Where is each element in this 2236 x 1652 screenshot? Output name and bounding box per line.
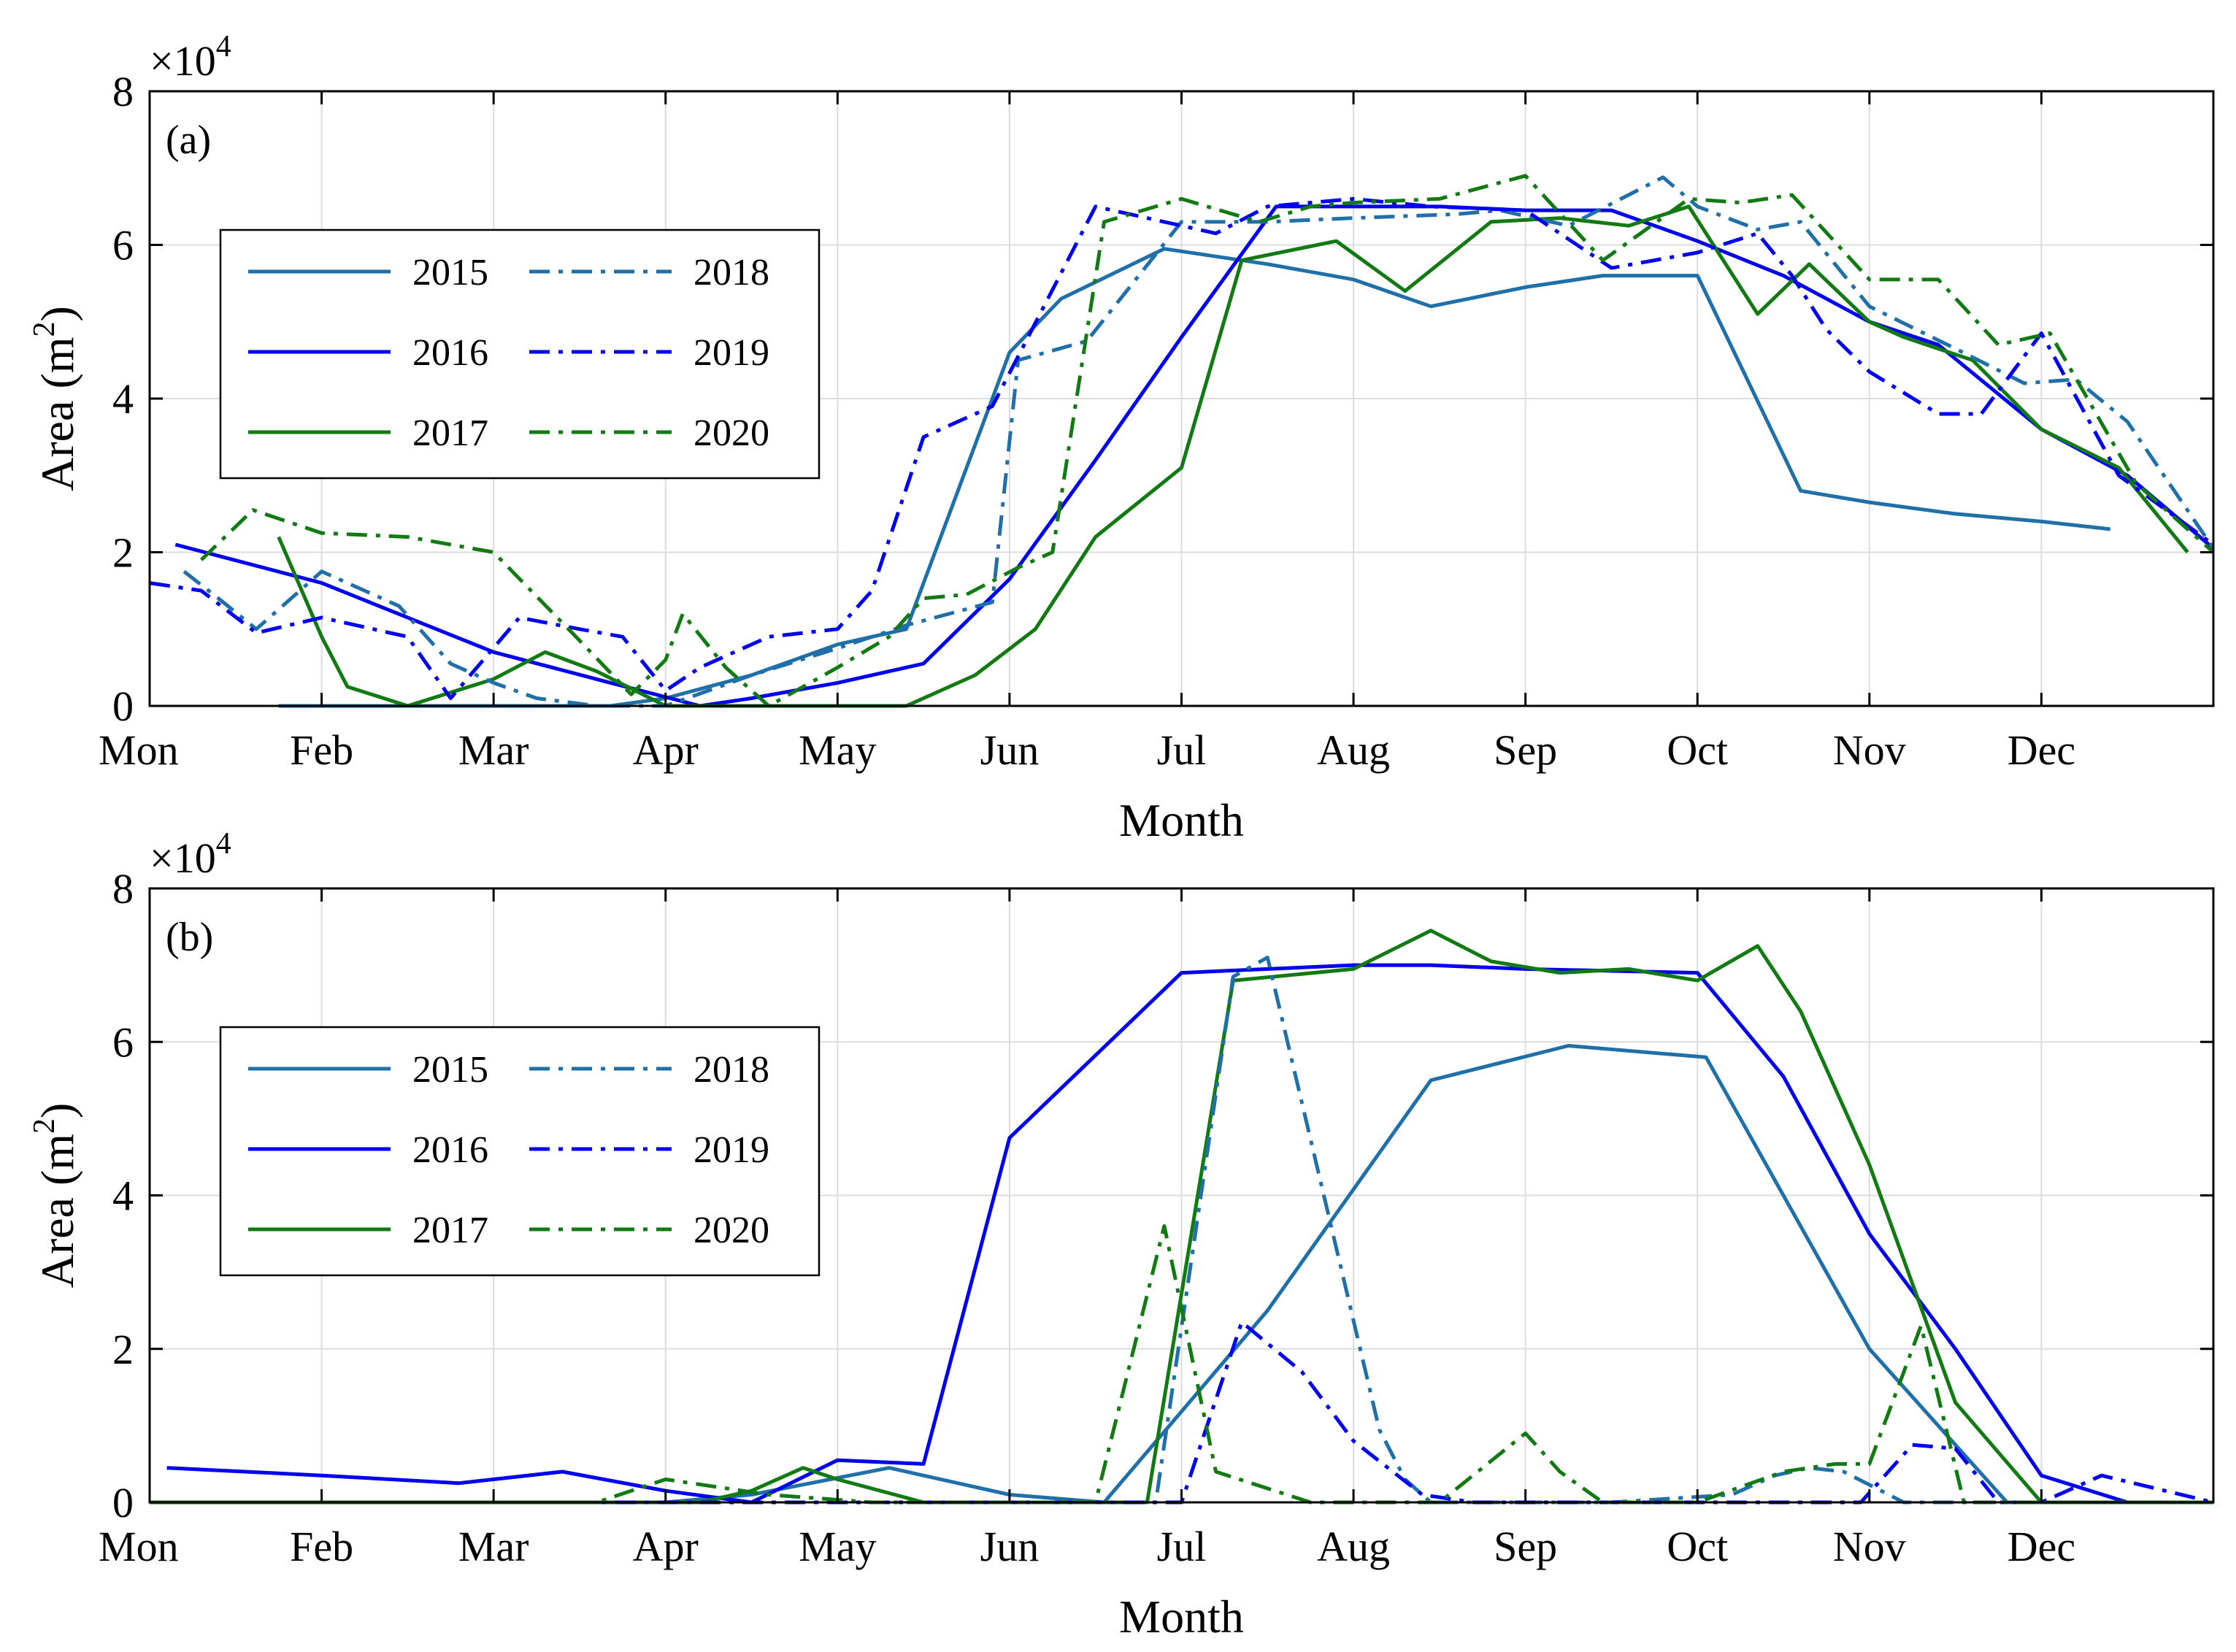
legend-label-2018: 2018 xyxy=(694,252,769,293)
y-tick-label: 8 xyxy=(112,865,134,913)
y-exponent-power: 4 xyxy=(216,827,231,861)
legend-label-2016: 2016 xyxy=(412,1129,488,1171)
x-tick-label: Mar xyxy=(458,726,529,774)
ticks: Mon Feb Mar Apr May Jun Jul Aug Sep Oct Nov Dec 0 2 4 6… xyxy=(99,68,2213,774)
x-tick-label: Dec xyxy=(2008,1523,2075,1570)
legend-label-2020: 2020 xyxy=(694,412,769,454)
x-tick-label: Jul xyxy=(1157,726,1207,774)
panel-label: (a) xyxy=(166,118,211,163)
x-tick-label: Aug xyxy=(1317,726,1390,774)
x-tick-label: Nov xyxy=(1833,1523,1906,1570)
chart-panel-a: Mon Feb Mar Apr May Jun Jul Aug Sep Oct Nov Dec 0 2 4 6… xyxy=(28,30,2216,846)
y-exponent-label: ×104 xyxy=(150,827,231,882)
x-tick-label: May xyxy=(799,726,876,774)
y-axis-title: Area (m2) xyxy=(28,1103,83,1288)
x-tick-label: Oct xyxy=(1667,726,1728,774)
x-tick-label: Mon xyxy=(99,1523,179,1570)
legend-label-2016: 2016 xyxy=(412,332,488,374)
x-tick-label: Mon xyxy=(99,726,179,774)
x-tick-label: Sep xyxy=(1494,1523,1557,1570)
legend-label-2015: 2015 xyxy=(412,1049,488,1091)
series-line-2017-solid xyxy=(150,929,2213,1505)
legend-label-2015: 2015 xyxy=(412,252,488,293)
panel-label: (b) xyxy=(166,915,213,960)
series-lines xyxy=(149,174,2216,708)
x-tick-label: Aug xyxy=(1317,1523,1390,1570)
series-line-2016-solid xyxy=(174,204,2215,708)
series-line-2018-dashdot xyxy=(183,175,2216,708)
y-tick-label: 4 xyxy=(112,1172,134,1220)
x-tick-label: Nov xyxy=(1833,726,1906,774)
series-line-2016-solid xyxy=(166,963,2213,1505)
legend-label-2018: 2018 xyxy=(694,1049,769,1091)
x-tick-label: Dec xyxy=(2008,726,2075,774)
y-axis-title-end: ) xyxy=(31,1103,83,1118)
y-exponent-power: 4 xyxy=(216,30,231,64)
x-tick-label: Feb xyxy=(290,726,353,774)
x-tick-label: Sep xyxy=(1494,726,1557,774)
x-tick-label: Jun xyxy=(980,726,1040,774)
series-line-2015-solid xyxy=(150,1044,2213,1505)
y-axis-title-sup: 2 xyxy=(28,321,61,337)
x-tick-label: Jul xyxy=(1157,1523,1207,1570)
legend-label-2019: 2019 xyxy=(694,1129,769,1171)
x-tick-label: Jun xyxy=(980,1523,1040,1570)
y-tick-label: 4 xyxy=(112,375,134,423)
chart-panel-b: Mon Feb Mar Apr May Jun Jul Aug Sep Oct Nov Dec 0 2 4 6… xyxy=(28,827,2215,1643)
y-tick-label: 6 xyxy=(112,222,134,269)
x-tick-label: May xyxy=(799,1523,876,1570)
series-line-2017-solid xyxy=(277,204,2189,708)
x-axis-title: Month xyxy=(1119,1591,1244,1643)
series-line-2019-dashdot xyxy=(149,196,2215,700)
x-axis-title: Month xyxy=(1119,794,1244,846)
legend-label-2017: 2017 xyxy=(412,1210,488,1251)
x-tick-label: Apr xyxy=(633,726,699,774)
x-tick-label: Oct xyxy=(1667,1523,1728,1570)
legend-label-2019: 2019 xyxy=(694,332,769,374)
y-exponent-label: ×104 xyxy=(150,30,231,85)
ticks: Mon Feb Mar Apr May Jun Jul Aug Sep Oct Nov Dec 0 2 4 6… xyxy=(99,865,2213,1570)
y-tick-label: 2 xyxy=(112,1326,134,1373)
x-tick-label: Apr xyxy=(633,1523,699,1570)
y-tick-label: 0 xyxy=(112,683,134,730)
legend-label-2017: 2017 xyxy=(412,412,488,454)
x-tick-label: Mar xyxy=(458,1523,529,1570)
y-axis-title: Area (m2) xyxy=(28,306,83,491)
y-tick-label: 6 xyxy=(112,1018,134,1066)
legend-label-2020: 2020 xyxy=(694,1210,769,1251)
legend: 2015 2016 2017 2018 2019 2020 xyxy=(219,1026,821,1277)
y-tick-label: 8 xyxy=(112,68,134,115)
y-axis-title-end: ) xyxy=(31,306,83,321)
y-tick-label: 2 xyxy=(112,529,134,577)
y-axis-title-sup: 2 xyxy=(28,1118,61,1134)
series-line-2020-dashdot xyxy=(199,174,2215,708)
y-tick-label: 0 xyxy=(112,1479,134,1526)
x-tick-label: Feb xyxy=(290,1523,353,1570)
legend: 2015 2016 2017 2018 2019 2020 xyxy=(219,228,821,480)
